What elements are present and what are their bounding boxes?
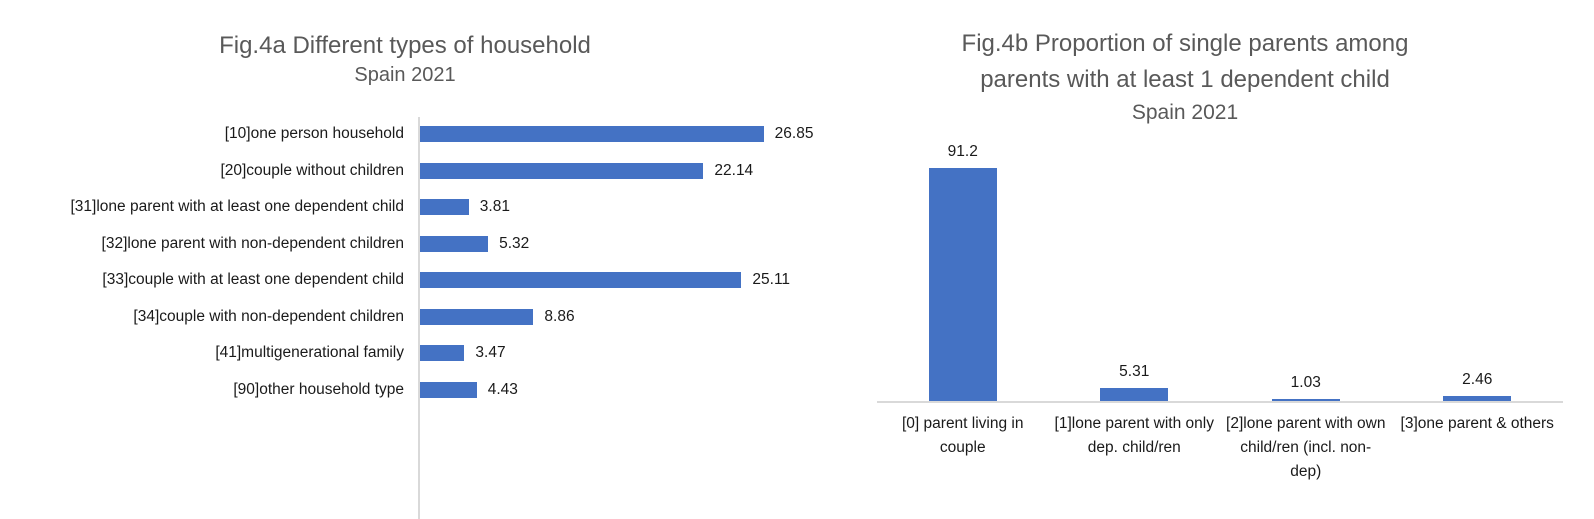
fig4a-category-label: [32]lone parent with non-dependent child…: [101, 234, 404, 252]
fig4a-bar: [420, 272, 742, 289]
fig4a-category-label: [20]couple without children: [220, 161, 404, 179]
fig4a-bar: [420, 308, 534, 325]
fig4b-category-label: [2]lone parent with own child/ren (incl.…: [1226, 415, 1386, 480]
fig4a-bar: [420, 126, 764, 143]
fig4b-value-label: 91.2: [947, 143, 978, 160]
fig4a-bar: [420, 381, 477, 398]
fig4b-value-label: 2.46: [1462, 371, 1493, 388]
fig4b-title-line2: parents with at least 1 dependent child: [980, 66, 1390, 93]
fig4a-subtitle: Spain 2021: [354, 64, 456, 86]
fig4a-category-label: [34]couple with non-dependent children: [133, 307, 404, 325]
fig4a-title: Fig.4a Different types of household: [219, 32, 591, 59]
fig4b-category-label: [3]one parent & others: [1400, 415, 1554, 432]
fig4b-title: Fig.4b Proportion of single parents amon…: [855, 26, 1515, 98]
fig4b-category-labels: [0] parent living in couple [1]lone paren…: [877, 412, 1563, 484]
fig4a-value-label: 26.85: [774, 125, 814, 143]
fig4a-value-label: 3.47: [475, 344, 506, 362]
fig4b-category-label: [1]lone parent with only dep. child/ren: [1054, 415, 1214, 456]
fig4b-bar: [928, 168, 997, 402]
fig4a-row: [31]lone parent with at least one depend…: [0, 189, 840, 226]
fig4a-bar: [420, 199, 469, 216]
fig4a-row: [33]couple with at least one dependent c…: [0, 262, 840, 299]
fig4b-value-label: 5.31: [1119, 363, 1150, 380]
fig4b-bar: [1100, 388, 1169, 402]
fig4a-row: [90]other household type 4.43: [0, 372, 840, 409]
fig4a-row: [34]couple with non-dependent children 8.…: [0, 299, 840, 336]
fig4a-category-label: [33]couple with at least one dependent c…: [102, 271, 404, 289]
fig4a-category-label: [31]lone parent with at least one depend…: [70, 198, 405, 216]
fig4a-bar: [420, 345, 465, 362]
fig4a-rows: [10]one person household 26.85 [20]couple …: [0, 116, 840, 408]
fig4a-value-label: 25.11: [752, 271, 791, 289]
fig4b-value-label: 1.03: [1290, 374, 1321, 391]
fig4a-value-label: 22.14: [714, 161, 754, 179]
fig4a-row: [10]one person household 26.85: [0, 116, 840, 153]
fig4a-category-label: [41]multigenerational family: [215, 344, 404, 362]
fig4a-bar: [420, 235, 489, 252]
fig4a-value-label: 4.43: [487, 380, 518, 398]
fig4b-title-line1: Fig.4b Proportion of single parents amon…: [961, 30, 1409, 57]
chart-fig4b: Fig.4b Proportion of single parents amon…: [855, 0, 1594, 519]
fig4a-row: [41]multigenerational family 3.47: [0, 335, 840, 372]
fig4b-axis-line: [877, 401, 1563, 403]
fig4a-bar: [420, 162, 704, 179]
fig4b-category-label: [0] parent living in couple: [902, 415, 1024, 456]
fig4a-value-label: 5.32: [499, 234, 530, 252]
chart-fig4a: Fig.4a Different types of household Spai…: [0, 32, 840, 519]
fig4b-bar: [1443, 396, 1512, 402]
fig4a-row: [20]couple without children 22.14: [0, 153, 840, 190]
fig4a-category-label: [90]other household type: [233, 380, 404, 398]
fig4a-row: [32]lone parent with non-dependent child…: [0, 226, 840, 263]
fig4b-plot: 91.2 5.31 1.03 2.46: [855, 143, 1594, 402]
fig4a-category-label: [10]one person household: [224, 125, 404, 143]
fig4b-bar: [1271, 399, 1340, 402]
fig4a-value-label: 3.81: [479, 198, 510, 216]
fig4b-subtitle: Spain 2021: [1131, 101, 1239, 124]
fig4a-value-label: 8.86: [544, 307, 575, 325]
fig4a-axis-line: [418, 117, 420, 519]
